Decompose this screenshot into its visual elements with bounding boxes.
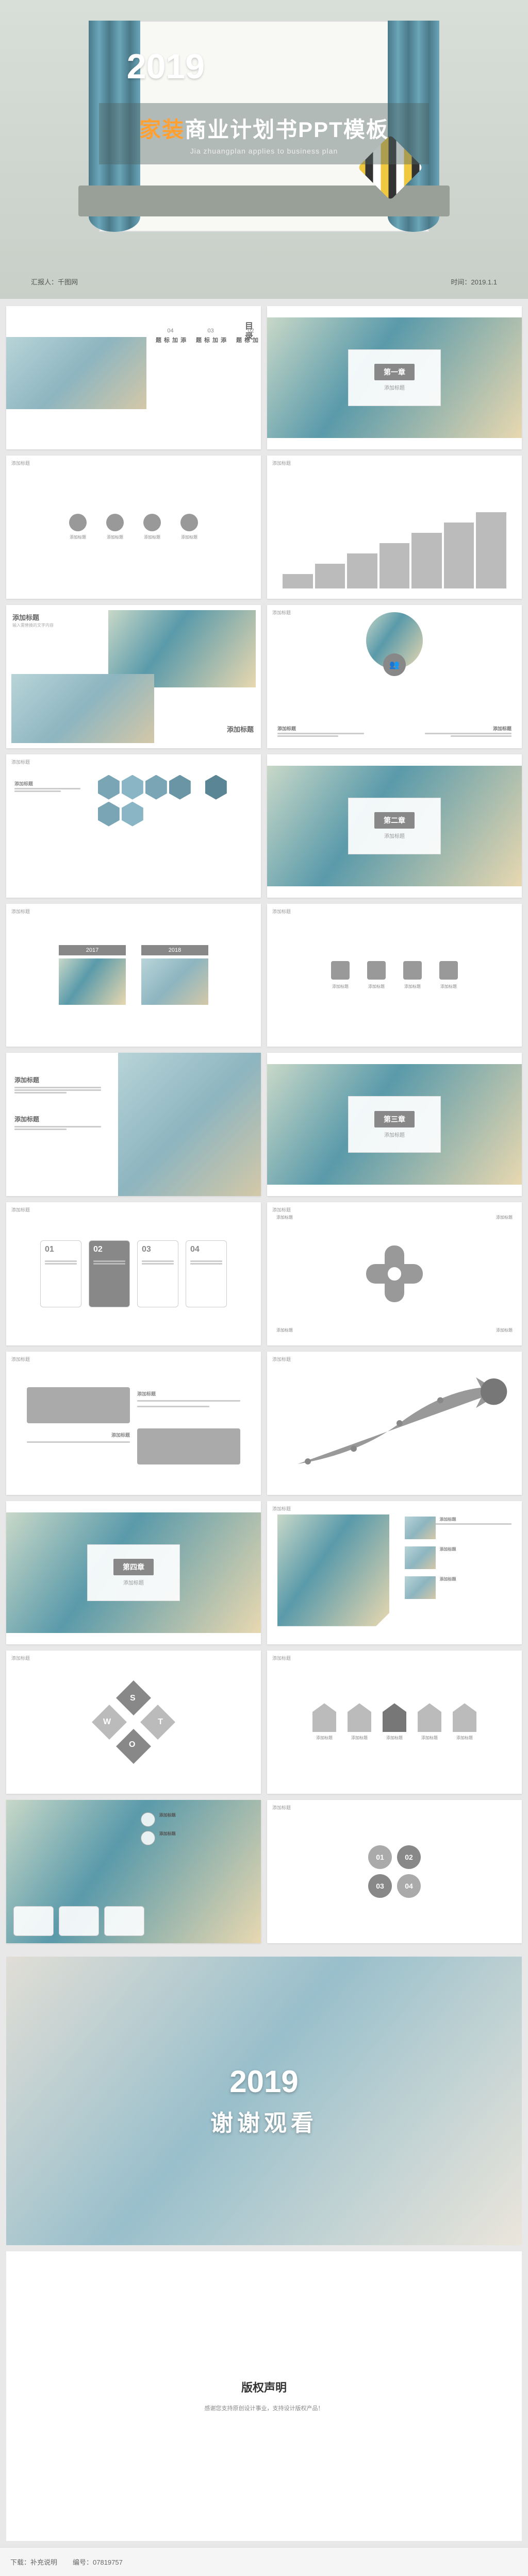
footer-bar: 下载：补充说明 编号：07819757 xyxy=(0,2547,528,2576)
slide-chapter-2: 第二章 添加标题 xyxy=(267,754,522,898)
num-card: 03 xyxy=(137,1240,178,1307)
slide-side-photo: 添加标题 添加标题 xyxy=(6,1053,261,1196)
closing-year: 2019 xyxy=(229,2064,298,2099)
icon-col: 添加标题 xyxy=(69,514,87,540)
toc-photo xyxy=(6,337,146,409)
slide-three-cards: 添加标题 添加标题 添加标题 xyxy=(6,1352,261,1495)
cover-subtitle: Jia zhuangplan applies to business plan xyxy=(125,147,403,155)
slide-copyright: 版权声明 感谢您支持原创设计事业，支持设计版权产品！ xyxy=(6,2251,522,2541)
chapter-badge: 第三章 xyxy=(374,1111,415,1127)
slide-swot: 添加标题 S W T O xyxy=(6,1651,261,1794)
slide-chapter-1: 第一章 添加标题 xyxy=(267,306,522,449)
slide-pointed-badges: 添加标题 添加标题 添加标题 添加标题 添加标题 添加标题 xyxy=(267,1651,522,1794)
cover-year: 2019 xyxy=(127,46,205,87)
cover-slide: 2019 家装商业计划书PPT模板 Jia zhuangplan applies… xyxy=(0,0,528,299)
year-col: 2017 xyxy=(59,945,126,1005)
slide-number-cards: 添加标题 01 02 03 04 xyxy=(6,1202,261,1345)
slide-circle-photo: 添加标题 👥 添加标题 添加标题 xyxy=(267,605,522,748)
cover-date: 时间：2019.1.1 xyxy=(451,277,497,287)
slide-four-circles: 添加标题 01 02 03 04 xyxy=(267,1800,522,1943)
slide-hexagons: 添加标题 添加标题 xyxy=(6,754,261,898)
slide-title: 添加标题 xyxy=(12,612,39,622)
slide-two-photos: 添加标题 输入需替换的文字内容 添加标题 xyxy=(6,605,261,748)
slide-arrow-path: 添加标题 xyxy=(267,1352,522,1495)
icon-col: 添加标题 xyxy=(180,514,198,540)
slide-chapter-4: 第四章 添加标题 xyxy=(6,1501,261,1644)
chapter-badge: 第一章 xyxy=(374,364,415,380)
footer-id: 编号：07819757 xyxy=(73,2557,123,2567)
num-card: 02 xyxy=(89,1240,130,1307)
slide-toc: 目录 04添加标题 03添加标题 02添加标题 01添加标题 xyxy=(6,306,261,449)
slide-faucet-icons: 添加标题 添加标题 添加标题 添加标题 添加标题 xyxy=(6,456,261,599)
icon-col: 添加标题 xyxy=(143,514,161,540)
toc-item: 04添加标题 xyxy=(154,328,187,342)
copyright-line: 感谢您支持原创设计事业，支持设计版权产品！ xyxy=(205,2404,324,2412)
footer-download: 下载：补充说明 xyxy=(10,2557,57,2567)
slide-photo-column: 添加标题 添加标题 添加标题 添加标题 xyxy=(267,1501,522,1644)
slide-puzzle-icons: 添加标题 添加标题 添加标题 添加标题 添加标题 xyxy=(267,904,522,1047)
cover-reporter: 汇报人：千图网 xyxy=(31,277,78,287)
slide-chapter-3: 第三章 添加标题 xyxy=(267,1053,522,1196)
cover-title-band: 家装商业计划书PPT模板 Jia zhuangplan applies to b… xyxy=(99,103,429,164)
closing-thanks: 谢谢观看 xyxy=(210,2104,318,2137)
slide-stair-chart: 添加标题 xyxy=(267,456,522,599)
title-accent: 家装 xyxy=(139,117,185,142)
slide-bedroom: 添加标题 添加标题 xyxy=(6,1800,261,1943)
toc-item: 02添加标题 xyxy=(235,328,261,342)
slide-hands-cross: 添加标题 添加标题 添加标题 添加标题 添加标题 xyxy=(267,1202,522,1345)
toc-item: 03添加标题 xyxy=(194,328,227,342)
title-rest: 商业计划书PPT模板 xyxy=(185,117,389,142)
num-card: 01 xyxy=(40,1240,81,1307)
icon-col: 添加标题 xyxy=(106,514,124,540)
slide-closing: 2019 谢谢观看 xyxy=(6,1957,522,2245)
year-col: 2018 xyxy=(141,945,208,1005)
copyright-title: 版权声明 xyxy=(241,2379,287,2395)
chapter-badge: 第四章 xyxy=(113,1559,154,1575)
num-card: 04 xyxy=(186,1240,227,1307)
slide-year-compare: 添加标题 2017 2018 xyxy=(6,904,261,1047)
chapter-badge: 第二章 xyxy=(374,812,415,829)
